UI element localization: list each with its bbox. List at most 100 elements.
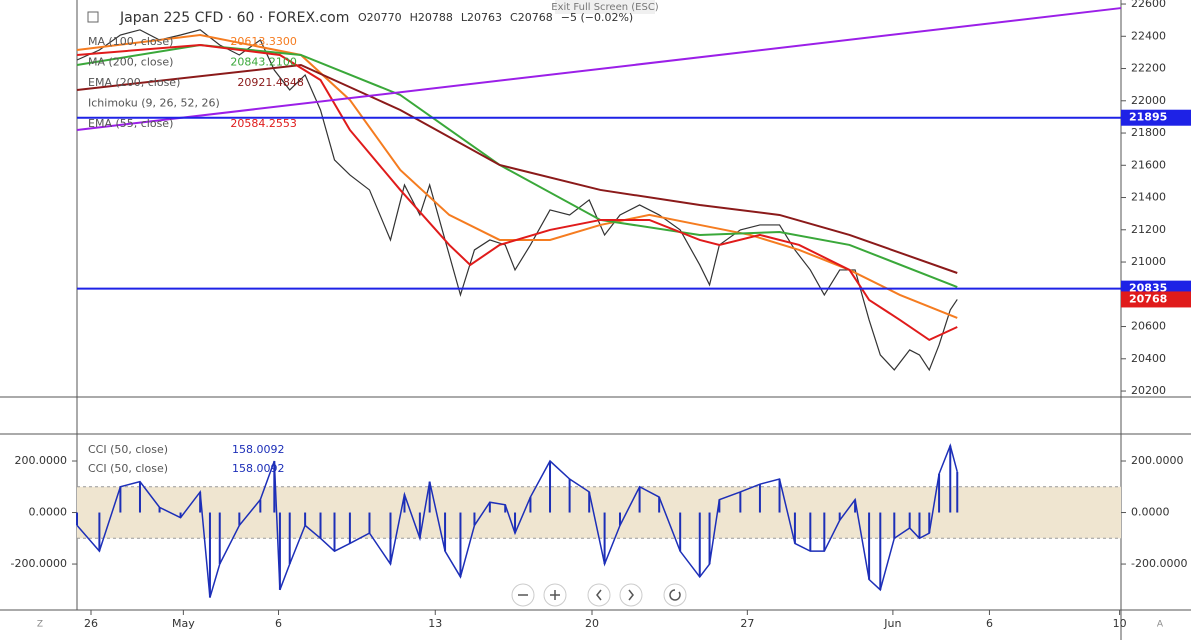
nav-buttons: [511, 583, 687, 607]
symbol: Japan 225 CFD · 60 · FOREX.com: [119, 10, 349, 26]
right-icon: [628, 589, 634, 601]
x-tick-label: Jun: [883, 617, 901, 630]
ohlc-value: L20763: [461, 11, 502, 24]
y-tick-label: 0.0000: [1131, 506, 1170, 519]
exit-label[interactable]: Exit Full Screen (ESC): [551, 2, 659, 13]
cci-bar: [488, 502, 491, 513]
price-label-box: [1121, 109, 1191, 126]
scroll-right[interactable]: [619, 583, 643, 607]
legend-value: 20843.2100: [230, 56, 296, 69]
cci-bar: [514, 512, 517, 534]
legend-value: 158.0092: [232, 443, 285, 456]
cci-bar: [319, 512, 322, 539]
x-tick-label: 26: [84, 617, 98, 630]
legend-name: CCI (50, close): [88, 462, 168, 475]
y-tick-label: 20200: [1131, 384, 1166, 397]
cci-bar: [288, 512, 291, 565]
price-label-box: [1121, 291, 1191, 308]
cci-bar: [568, 479, 571, 513]
cci-bar: [918, 512, 921, 539]
toolbar-icon[interactable]: A: [1157, 620, 1164, 630]
price-label: 20835: [1129, 282, 1167, 295]
cci-bar: [549, 461, 552, 513]
cci-bar: [758, 484, 761, 513]
cci-bar: [179, 512, 182, 518]
cci-bar: [658, 497, 661, 513]
cci-bar: [718, 499, 721, 513]
cci-bar: [529, 497, 532, 513]
indicator-line: [76, 7, 1122, 131]
y-tick-label: 20400: [1131, 352, 1166, 365]
cci-bar: [504, 504, 507, 513]
indicator-line: [76, 43, 958, 288]
legend-value: 158.0092: [232, 462, 285, 475]
cci-bar: [823, 512, 826, 552]
cci-bar: [368, 512, 371, 534]
x-tick-label: May: [172, 617, 195, 630]
y-tick-label: 21800: [1131, 126, 1166, 139]
cci-bar: [708, 512, 711, 565]
cci-bar: [278, 512, 281, 590]
left-icon: [596, 589, 602, 601]
y-tick-label: 22000: [1131, 94, 1166, 107]
legend-name: EMA (200, close): [88, 76, 180, 89]
cci-bar: [98, 512, 101, 552]
cci-line: [76, 443, 958, 598]
cci-bar: [158, 507, 161, 513]
cci-bar: [809, 512, 812, 552]
cci-bar: [389, 512, 392, 565]
cci-bar: [603, 512, 606, 565]
cci-bar: [138, 481, 141, 513]
plus-icon: [550, 590, 560, 600]
cci-bar: [76, 512, 78, 526]
legend-name: CCI (50, close): [88, 443, 168, 456]
cci-bar: [403, 494, 406, 513]
cci-bar: [199, 491, 202, 513]
legend-value: 20584.2553: [230, 117, 296, 130]
cci-bar: [304, 512, 307, 526]
cci-bar: [938, 473, 941, 513]
y-tick-label: 200.0000: [15, 454, 68, 467]
indicator-line: [76, 43, 958, 342]
y-tick-label: 21600: [1131, 158, 1166, 171]
cci-bar: [618, 512, 621, 526]
cci-bar: [956, 471, 959, 513]
band: [77, 486, 1121, 539]
exit-button[interactable]: [555, 0, 655, 14]
y-tick-label: 22200: [1131, 62, 1166, 75]
legend-name: MA (200, close): [88, 56, 173, 69]
x-tick-label: 27: [740, 617, 754, 630]
cci-bar: [218, 512, 221, 565]
reset[interactable]: [663, 583, 687, 607]
icon[interactable]: [87, 11, 99, 23]
y-tick-label: 22400: [1131, 29, 1166, 42]
legend-value: 20921.4848: [237, 76, 303, 89]
y-tick-label: 21200: [1131, 223, 1166, 236]
x-tick-label: 6: [275, 617, 282, 630]
cci-bar: [739, 491, 742, 513]
cci-bar: [879, 512, 882, 590]
legend-name: EMA (55, close): [88, 117, 173, 130]
y-tick-label: 21400: [1131, 191, 1166, 204]
cci-bar: [908, 512, 911, 528]
cci-bar: [778, 479, 781, 513]
toolbar-icon[interactable]: Z: [37, 620, 43, 630]
ohlc-value: O20770: [358, 11, 402, 24]
cci-bar: [428, 481, 431, 513]
y-tick-label: -200.0000: [11, 557, 67, 570]
cci-bar: [418, 512, 421, 539]
cci-bar: [238, 512, 241, 526]
cci-bar: [444, 512, 447, 552]
change: −5 (−0.02%): [561, 11, 633, 24]
ohlc-value: H20788: [410, 11, 453, 24]
cci-bar: [868, 512, 871, 580]
x-tick-label: 6: [986, 617, 993, 630]
legend-value: 20613.3300: [230, 35, 296, 48]
cci-bar: [838, 512, 841, 521]
y-tick-label: 0.0000: [29, 506, 68, 519]
scroll-left[interactable]: [587, 583, 611, 607]
y-tick-label: -200.0000: [1131, 557, 1187, 570]
x-tick-label: 10: [1113, 617, 1127, 630]
y-tick-label: 22600: [1131, 0, 1166, 10]
